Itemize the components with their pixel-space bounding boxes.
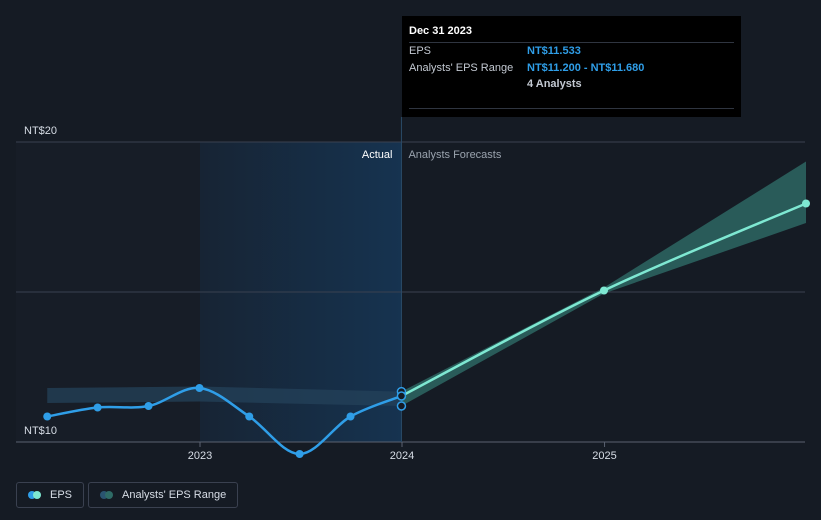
- tooltip-analysts-count: 4 Analysts: [527, 78, 582, 90]
- legend-eps-toggle[interactable]: EPS: [16, 482, 85, 508]
- eps-actual-point: [144, 402, 153, 410]
- eps-forecast-point: [600, 286, 608, 295]
- eps-forecast-point: [802, 199, 810, 208]
- eps-actual-point: [43, 412, 52, 421]
- actual-section-label: Actual: [362, 149, 393, 161]
- x-tick-label: 2024: [390, 450, 414, 462]
- highlight-range-low-point: [396, 401, 407, 411]
- tooltip-bottom-divider: [409, 108, 734, 109]
- tooltip-range-label: Analysts' EPS Range: [409, 62, 514, 74]
- chart-tooltip: Dec 31 2023 EPS NT$11.533 Analysts' EPS …: [402, 16, 741, 117]
- forecast-section-label: Analysts Forecasts: [408, 149, 501, 161]
- highlight-eps-point: [396, 391, 407, 401]
- range-legend-icon: [100, 491, 114, 499]
- x-tick-label: 2025: [592, 450, 616, 462]
- tooltip-date: Dec 31 2023: [409, 25, 472, 37]
- legend-range-toggle[interactable]: Analysts' EPS Range: [88, 482, 239, 508]
- x-tick-label: 2023: [188, 450, 212, 462]
- legend-eps-label: EPS: [50, 489, 73, 501]
- tooltip-eps-label: EPS: [409, 45, 432, 57]
- eps-actual-point: [93, 403, 102, 412]
- eps-actual-point: [245, 412, 254, 421]
- historical-range-band: [47, 386, 402, 406]
- tooltip-range-value: NT$11.200 - NT$11.680: [527, 62, 645, 74]
- eps-actual-point: [195, 384, 204, 392]
- legend-range-label: Analysts' EPS Range: [122, 489, 227, 501]
- chart-legend: EPS Analysts' EPS Range: [16, 482, 239, 508]
- eps-legend-icon: [28, 491, 42, 499]
- forecast-range-band: [401, 161, 806, 406]
- y-tick-label: NT$20: [24, 125, 57, 137]
- eps-actual-point: [295, 450, 304, 458]
- tooltip-divider: [409, 42, 734, 43]
- tooltip-eps-value: NT$11.533: [527, 45, 581, 57]
- y-tick-label: NT$10: [24, 425, 57, 437]
- eps-actual-line: [47, 386, 402, 456]
- tooltip-range-row: Analysts' EPS Range NT$11.200 - NT$11.68…: [409, 60, 734, 77]
- tooltip-eps-row: EPS NT$11.533: [409, 43, 734, 60]
- eps-actual-point: [346, 412, 355, 421]
